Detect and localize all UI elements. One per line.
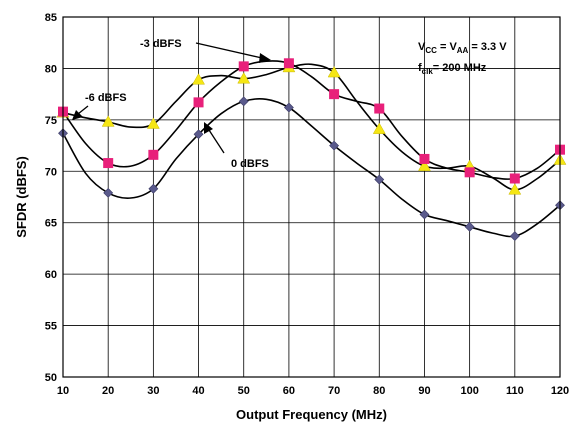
x-tick-label-60: 60 — [283, 385, 295, 397]
arrow-6dbfs-line — [77, 105, 89, 115]
x-tick-label-80: 80 — [373, 385, 385, 397]
arrow-6dbfs-head — [72, 110, 83, 120]
x-tick-label-120: 120 — [551, 385, 569, 397]
fclk-rest: = 200 MHz — [433, 62, 487, 74]
x-tick-label-100: 100 — [460, 385, 478, 397]
marker-3dbfs-40 — [193, 97, 204, 108]
y-tick-label-65: 65 — [45, 218, 57, 230]
marker-3dbfs-90 — [419, 153, 430, 164]
x-tick-label-10: 10 — [57, 385, 69, 397]
marker-3dbfs-100 — [464, 167, 475, 178]
marker-0dbfs-90 — [419, 209, 430, 220]
x-tick-label-30: 30 — [147, 385, 159, 397]
fclk-annotation: fclk= 200 MHz — [418, 62, 487, 76]
marker-0dbfs-60 — [283, 102, 294, 113]
series-curve-3dbfs — [62, 60, 561, 180]
marker-6dbfs-90 — [418, 159, 431, 171]
label-6dbfs: -6 dBFS — [85, 92, 127, 104]
x-tick-label-110: 110 — [506, 385, 524, 397]
marker-0dbfs-110 — [509, 231, 520, 242]
x-tick-labels: 10 20 30 40 50 60 70 80 90 100 110 120 — [57, 385, 569, 397]
arrow-0dbfs-head — [204, 122, 213, 134]
marker-0dbfs-20 — [103, 187, 114, 198]
marker-3dbfs-50 — [238, 61, 249, 72]
y-tick-label-55: 55 — [45, 321, 57, 333]
arrow-0dbfs-line — [208, 129, 225, 154]
x-tick-label-20: 20 — [102, 385, 114, 397]
x-tick-label-90: 90 — [418, 385, 430, 397]
marker-0dbfs-30 — [148, 183, 159, 194]
y-tick-label-50: 50 — [45, 372, 57, 384]
y-tick-label-75: 75 — [45, 115, 57, 127]
vcc-rest: = 3.3 V — [468, 41, 507, 53]
x-tick-label-70: 70 — [328, 385, 340, 397]
fclk-f: f — [418, 62, 422, 74]
vcc-sub-cc: CC — [425, 46, 437, 55]
marker-3dbfs-30 — [148, 149, 159, 160]
marker-3dbfs-110 — [509, 173, 520, 184]
marker-3dbfs-60 — [283, 58, 294, 69]
y-axis-title: SFDR (dBFS) — [14, 156, 29, 238]
marker-6dbfs-50 — [237, 72, 251, 84]
vcc-v: V — [418, 41, 426, 53]
arrow-3dbfs-line — [195, 42, 263, 59]
marker-6dbfs-40 — [192, 73, 205, 85]
label-3dbfs: -3 dBFS — [140, 38, 182, 50]
fclk-sub-clk: clk — [422, 67, 434, 76]
marker-0dbfs-40 — [193, 129, 204, 140]
callout-arrows — [72, 42, 271, 154]
vcc-sub-aa: AA — [457, 46, 469, 55]
x-tick-label-50: 50 — [238, 385, 250, 397]
marker-0dbfs-80 — [374, 174, 385, 185]
y-tick-label-80: 80 — [45, 63, 57, 75]
marker-6dbfs-110 — [508, 183, 522, 195]
marker-0dbfs-50 — [238, 96, 249, 107]
marker-0dbfs-100 — [464, 221, 475, 232]
marker-6dbfs-20 — [101, 115, 115, 127]
label-0dbfs: 0 dBFS — [231, 158, 269, 170]
y-tick-labels: 50 55 60 65 70 75 80 85 — [45, 12, 57, 384]
vcc-annotation: VCC = VAA = 3.3 V — [418, 41, 507, 55]
series-curve-6dbfs — [62, 63, 561, 191]
vcc-eq: = V — [437, 41, 458, 53]
marker-3dbfs-80 — [374, 103, 385, 114]
arrow-3dbfs-head — [259, 53, 271, 63]
x-tick-label-40: 40 — [192, 385, 204, 397]
y-tick-label-70: 70 — [45, 166, 57, 178]
marker-3dbfs-70 — [329, 89, 340, 100]
series-curves — [62, 60, 561, 238]
y-tick-label-85: 85 — [45, 12, 57, 24]
plot-frame — [62, 16, 561, 378]
y-tick-label-60: 60 — [45, 269, 57, 281]
series-curve-0dbfs — [62, 98, 561, 238]
marker-6dbfs-30 — [146, 117, 160, 129]
marker-6dbfs-80 — [372, 122, 386, 134]
marker-0dbfs-70 — [329, 140, 340, 151]
marker-6dbfs-70 — [327, 66, 341, 78]
marker-3dbfs-20 — [103, 158, 114, 169]
x-axis-title: Output Frequency (MHz) — [236, 407, 387, 422]
